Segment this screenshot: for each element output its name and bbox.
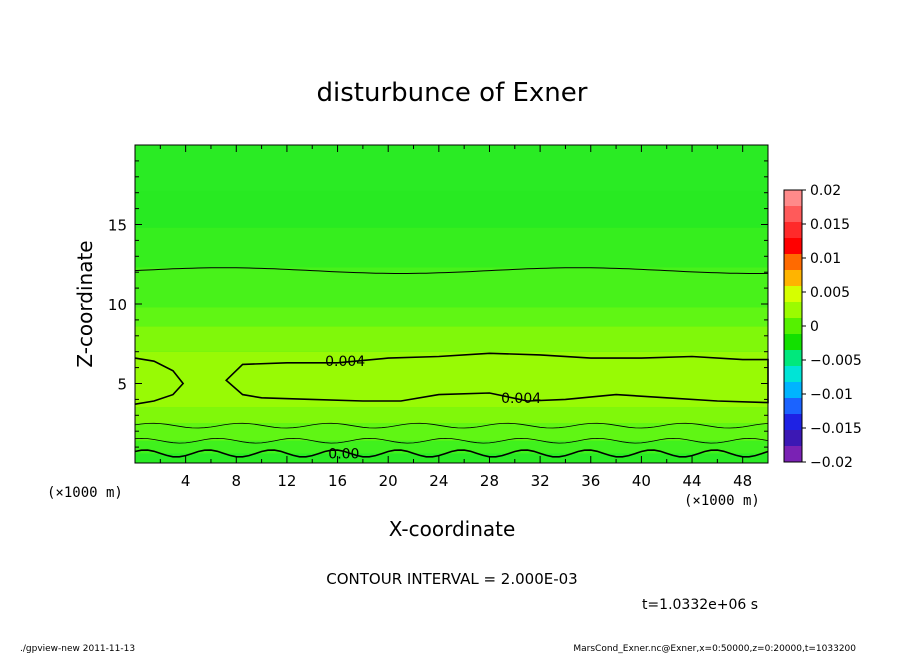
contour-band-6 bbox=[135, 307, 768, 327]
x-tick-label: 8 bbox=[232, 472, 242, 490]
x-unit-label-left: (×1000 m) bbox=[47, 485, 123, 501]
footer-left: ./gpview-new 2011-11-13 bbox=[20, 644, 135, 654]
colorbar-cell bbox=[784, 350, 802, 367]
contour-band-1 bbox=[135, 440, 768, 454]
colorbar-cell bbox=[784, 398, 802, 415]
colorbar-cells bbox=[784, 190, 802, 463]
contour-line-1 bbox=[134, 437, 769, 444]
contour-fill-bands bbox=[135, 145, 768, 463]
colorbar-cell bbox=[784, 366, 802, 383]
x-tick-label: 32 bbox=[531, 472, 550, 490]
colorbar-labels: 0.02 0.015 0.01 0.005 0 −0.005 −0.01 −0.015 −0.0… bbox=[802, 183, 862, 471]
contour-line-0 bbox=[134, 449, 769, 458]
chart-title: disturbunce of Exner bbox=[317, 78, 588, 108]
x-tick-label: 24 bbox=[429, 472, 448, 490]
colorbar-cell bbox=[784, 318, 802, 335]
y-tick-label: 10 bbox=[108, 296, 127, 314]
y-tick-label: 5 bbox=[117, 376, 127, 394]
colorbar-label: −0.005 bbox=[810, 353, 862, 369]
colorbar-cell bbox=[784, 286, 802, 303]
contour-band-4 bbox=[135, 351, 768, 408]
colorbar-cell bbox=[784, 270, 802, 287]
y-axis-ticks: 5 10 15 bbox=[108, 160, 768, 448]
contour-band-0 bbox=[135, 453, 768, 463]
x-tick-label: 16 bbox=[328, 472, 347, 490]
colorbar-cell bbox=[784, 222, 802, 239]
x-tick-label: 12 bbox=[277, 472, 296, 490]
colorbar-label: 0.015 bbox=[810, 217, 850, 233]
contour-line-3 bbox=[134, 267, 769, 274]
colorbar-cell bbox=[784, 414, 802, 431]
colorbar-cell bbox=[784, 446, 802, 463]
colorbar-cell bbox=[784, 302, 802, 319]
colorbar-cell bbox=[784, 334, 802, 351]
colorbar-cell bbox=[784, 206, 802, 223]
contour-lines bbox=[134, 267, 769, 458]
colorbar-label: −0.02 bbox=[810, 455, 853, 471]
contour-line-0004-left bbox=[134, 357, 185, 405]
colorbar-cell bbox=[784, 382, 802, 399]
time-text: t=1.0332e+06 s bbox=[642, 597, 758, 613]
x-axis-ticks: 4 8 12 16 20 24 28 32 36 40 44 48 bbox=[159, 145, 752, 490]
colorbar-label: 0.01 bbox=[810, 251, 841, 267]
x-tick-label: 20 bbox=[379, 472, 398, 490]
contour-line-2 bbox=[134, 422, 769, 429]
contour-band-9 bbox=[135, 191, 768, 228]
x-tick-label: 28 bbox=[480, 472, 499, 490]
y-tick-label: 15 bbox=[108, 217, 127, 235]
colorbar-label: 0.005 bbox=[810, 285, 850, 301]
contour-band-3 bbox=[135, 407, 768, 424]
x-unit-label-right: (×1000 m) bbox=[684, 493, 760, 509]
x-tick-label: 48 bbox=[733, 472, 752, 490]
contour-label-0: 0.004 bbox=[325, 354, 365, 370]
x-tick-label: 4 bbox=[181, 472, 191, 490]
colorbar-cell bbox=[784, 190, 802, 207]
contour-interval-text: CONTOUR INTERVAL = 2.000E-03 bbox=[326, 570, 577, 588]
footer-right: MarsCond_Exner.nc@Exner,x=0:50000,z=0:20… bbox=[573, 644, 856, 654]
y-axis-label: Z-coordinate bbox=[73, 240, 97, 367]
contour-band-5 bbox=[135, 326, 768, 352]
contour-label-1: 0.004 bbox=[501, 391, 541, 407]
contour-band-8 bbox=[135, 227, 768, 268]
contour-label-2: 0.00 bbox=[328, 446, 359, 462]
contour-band-7 bbox=[135, 267, 768, 308]
x-tick-label: 44 bbox=[682, 472, 701, 490]
x-tick-label: 36 bbox=[581, 472, 600, 490]
colorbar-label: −0.01 bbox=[810, 387, 853, 403]
x-axis-label: X-coordinate bbox=[389, 517, 516, 541]
colorbar-cell bbox=[784, 430, 802, 447]
contour-band-10 bbox=[135, 145, 768, 192]
colorbar-label: 0.02 bbox=[810, 183, 841, 199]
colorbar-label: 0 bbox=[810, 319, 819, 335]
colorbar: 0.02 0.015 0.01 0.005 0 −0.005 −0.01 −0.015 −0.0… bbox=[783, 183, 862, 471]
colorbar-cell bbox=[784, 254, 802, 271]
contour-labels: 0.004 0.004 0.00 bbox=[325, 354, 541, 462]
colorbar-cell bbox=[784, 238, 802, 255]
colorbar-label: −0.015 bbox=[810, 421, 862, 437]
x-tick-label: 40 bbox=[632, 472, 651, 490]
